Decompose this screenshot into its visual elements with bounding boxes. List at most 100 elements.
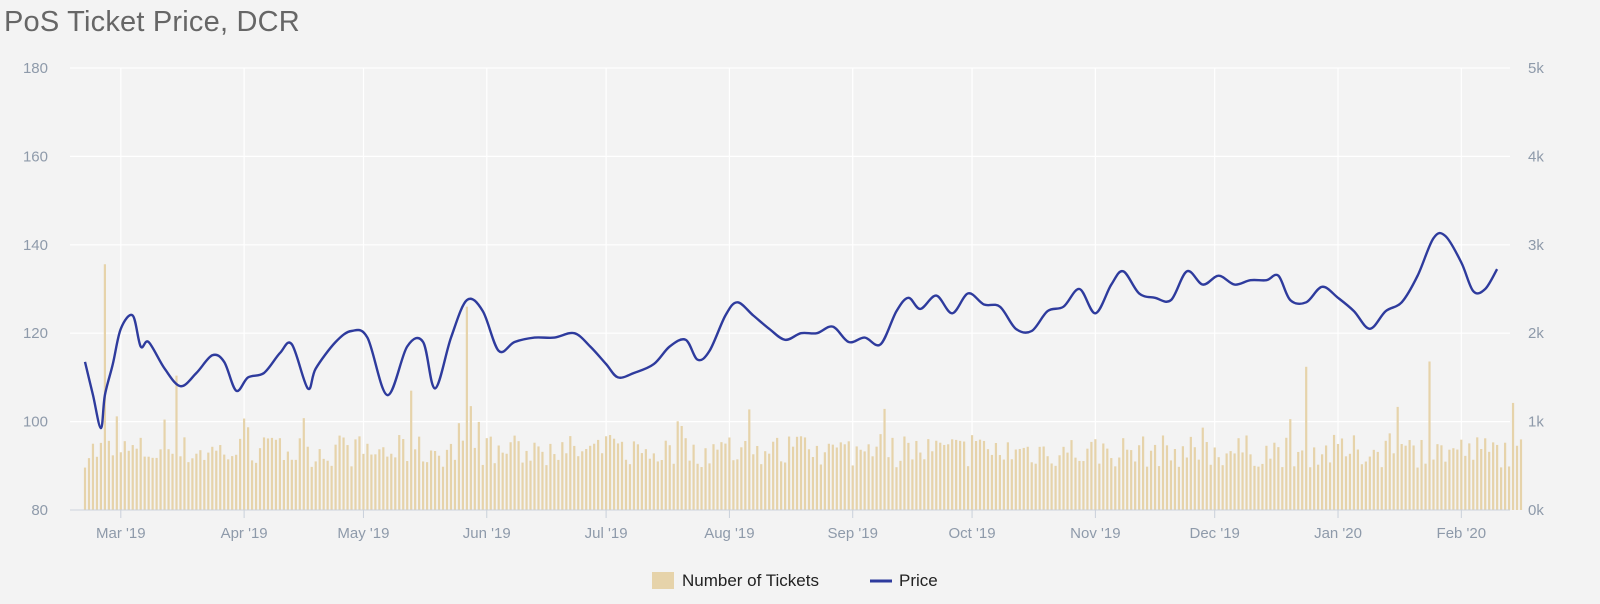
ticket-bar: [760, 464, 763, 510]
ticket-bar: [648, 458, 651, 510]
ticket-bar: [274, 439, 278, 510]
ticket-bar: [1142, 436, 1145, 510]
ticket-bar: [1324, 445, 1328, 510]
y-right-tick-label: 4k: [1528, 148, 1544, 165]
ticket-bar: [1496, 444, 1499, 510]
ticket-bar: [855, 446, 858, 510]
ticket-bar: [1138, 445, 1141, 510]
ticket-bar: [859, 449, 862, 510]
ticket-bar: [215, 450, 218, 510]
ticket-bar: [664, 440, 667, 510]
ticket-bar: [1464, 455, 1467, 510]
ticket-bar: [227, 459, 230, 510]
ticket-bar: [394, 457, 397, 510]
ticket-bar: [795, 436, 799, 510]
ticket-bar: [1046, 456, 1049, 510]
ticket-bar: [565, 453, 568, 510]
ticket-bar: [919, 452, 922, 510]
ticket-bar: [1094, 439, 1097, 510]
ticket-bar: [1392, 453, 1395, 510]
ticket-bar: [903, 436, 906, 510]
ticket-bar: [783, 462, 787, 510]
ticket-bar: [569, 436, 572, 510]
ticket-bar: [239, 438, 242, 510]
ticket-bar: [330, 465, 333, 510]
chart-title: PoS Ticket Price, DCR: [4, 6, 300, 38]
ticket-bar: [1332, 434, 1336, 510]
ticket-bar: [982, 440, 986, 510]
ticket-bar: [334, 444, 337, 510]
ticket-bar: [632, 441, 636, 510]
ticket-bar: [891, 437, 894, 510]
ticket-bar: [418, 436, 421, 510]
ticket-bar: [616, 443, 620, 510]
ticket-bar: [684, 438, 687, 510]
x-tick-label: Oct '19: [949, 525, 996, 542]
ticket-bar: [362, 453, 365, 510]
ticket-bar: [179, 456, 182, 510]
y-left-tick-label: 140: [23, 237, 48, 254]
ticket-bar: [1054, 465, 1057, 510]
ticket-bar: [1026, 446, 1029, 510]
ticket-bar: [1237, 438, 1240, 510]
ticket-bar: [410, 390, 413, 510]
ticket-bar: [847, 441, 850, 510]
ticket-bar: [1165, 445, 1169, 510]
ticket-bar: [433, 450, 437, 510]
bars-layer: [83, 264, 1523, 510]
ticket-bar: [1500, 467, 1503, 510]
ticket-bar: [732, 460, 735, 510]
ticket-bar: [533, 442, 536, 510]
ticket-bar: [306, 446, 309, 510]
ticket-bar: [716, 449, 719, 510]
ticket-bar: [843, 444, 846, 510]
ticket-bar: [768, 453, 771, 510]
ticket-bar: [378, 449, 381, 510]
ticket-bar: [1293, 466, 1296, 510]
ticket-bar: [211, 446, 214, 510]
ticket-bar: [1420, 439, 1423, 510]
ticket-bar: [87, 458, 91, 510]
legend[interactable]: Number of Tickets Price: [652, 571, 938, 590]
ticket-bar: [620, 441, 624, 510]
ticket-bar: [672, 463, 675, 510]
ticket-bar: [863, 451, 866, 510]
ticket-bar: [1082, 461, 1085, 510]
ticket-bar: [414, 449, 417, 510]
ticket-bar: [1408, 440, 1411, 510]
ticket-bar: [103, 264, 106, 510]
ticket-bar: [270, 437, 274, 510]
ticket-bar: [497, 445, 500, 510]
ticket-bar: [83, 467, 87, 510]
ticket-bar: [119, 452, 122, 510]
ticket-bar: [143, 456, 146, 510]
ticket-bar: [955, 439, 958, 510]
ticket-bar: [1352, 435, 1356, 510]
ticket-bar: [219, 445, 222, 510]
ticket-bar: [1090, 441, 1093, 510]
ticket-bar: [1130, 450, 1133, 510]
ticket-bar: [111, 455, 114, 510]
ticket-bar: [282, 460, 285, 510]
ticket-bar: [231, 456, 234, 510]
ticket-bar: [123, 441, 126, 510]
ticket-bar: [1030, 462, 1033, 510]
legend-item-price[interactable]: Price: [870, 571, 938, 590]
legend-item-tickets[interactable]: Number of Tickets: [652, 571, 819, 590]
y-left-tick-label: 180: [23, 60, 48, 77]
line-layer: [83, 231, 1499, 430]
ticket-bar: [752, 454, 755, 510]
ticket-bar: [803, 437, 807, 510]
ticket-bar: [1281, 467, 1284, 510]
ticket-bar: [429, 450, 433, 510]
x-tick-label: Dec '19: [1190, 525, 1240, 542]
ticket-bar: [799, 436, 803, 510]
ticket-bar: [1432, 459, 1435, 510]
y-left-tick-label: 100: [23, 414, 48, 431]
ticket-bar: [183, 437, 186, 510]
ticket-bar: [1062, 446, 1065, 510]
ticket-bar: [1102, 443, 1105, 510]
ticket-bar: [167, 449, 170, 510]
ticket-bar: [756, 445, 759, 510]
